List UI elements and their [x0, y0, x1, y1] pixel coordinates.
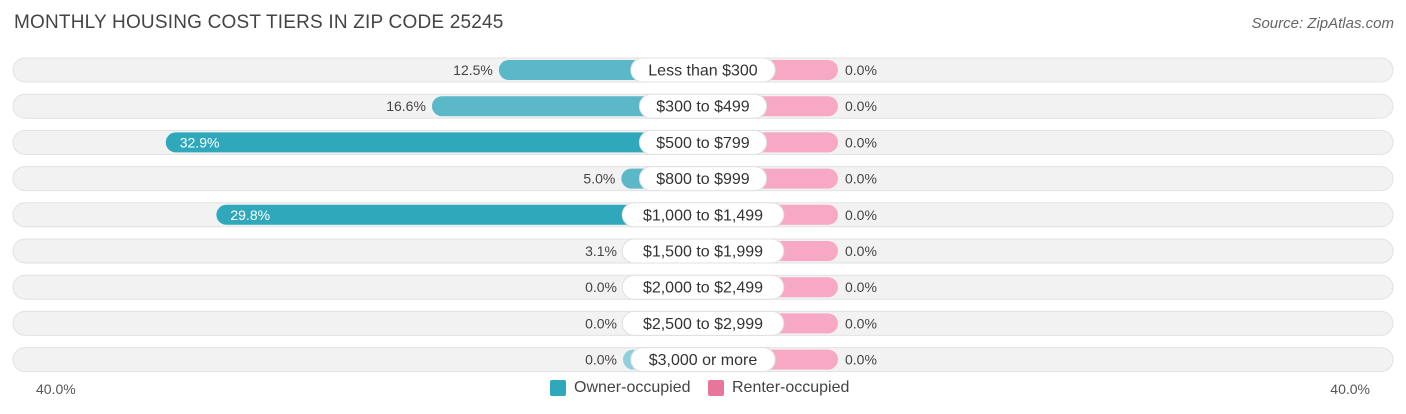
category-pill: [621, 238, 785, 264]
category-pill: [621, 202, 785, 228]
axis-right-label: 40.0%: [1330, 381, 1370, 397]
owner-value-label: 29.8%: [230, 207, 270, 223]
category-label: $3,000 or more: [649, 352, 758, 369]
owner-value-label: 16.6%: [386, 98, 426, 114]
category-pill: [630, 347, 776, 373]
source-note: Source: ZipAtlas.com: [1251, 15, 1394, 32]
category-pill: [621, 274, 785, 300]
category-pill: [638, 93, 768, 119]
owner-value-label: 32.9%: [180, 134, 220, 150]
legend: Owner-occupied Renter-occupied: [0, 379, 1406, 401]
renter-value-label: 0.0%: [845, 315, 877, 331]
legend-renter: Renter-occupied: [708, 379, 849, 397]
category-label: Less than $300: [648, 63, 758, 80]
owner-bar: [165, 132, 704, 153]
owner-value-label: 12.5%: [453, 62, 493, 78]
category-pill: [638, 166, 768, 192]
category-pill: [630, 57, 776, 83]
owner-bar: [216, 204, 703, 225]
legend-owner: Owner-occupied: [550, 379, 691, 397]
owner-value-label: 0.0%: [585, 279, 617, 295]
renter-value-label: 0.0%: [845, 134, 877, 150]
legend-owner-label: Owner-occupied: [574, 379, 691, 396]
renter-value-label: 0.0%: [845, 352, 877, 368]
renter-value-label: 0.0%: [845, 62, 877, 78]
renter-value-label: 0.0%: [845, 243, 877, 259]
renter-value-label: 0.0%: [845, 98, 877, 114]
owner-value-label: 0.0%: [585, 315, 617, 331]
axis-left-label: 40.0%: [36, 381, 76, 397]
category-label: $800 to $999: [656, 171, 750, 188]
category-pill: [638, 129, 768, 155]
legend-owner-swatch: [550, 380, 566, 396]
owner-value-label: 5.0%: [583, 171, 615, 187]
owner-bar: [431, 96, 703, 117]
chart-title: MONTHLY HOUSING COST TIERS IN ZIP CODE 2…: [14, 12, 504, 33]
category-label: $1,500 to $1,999: [643, 244, 763, 261]
category-label: $1,000 to $1,499: [643, 207, 763, 224]
owner-value-label: 3.1%: [585, 243, 617, 259]
legend-renter-label: Renter-occupied: [732, 379, 850, 396]
category-label: $300 to $499: [656, 99, 750, 116]
legend-renter-swatch: [708, 380, 724, 396]
owner-value-label: 0.0%: [585, 352, 617, 368]
category-label: $500 to $799: [656, 135, 750, 152]
renter-value-label: 0.0%: [845, 279, 877, 295]
renter-value-label: 0.0%: [845, 207, 877, 223]
category-label: $2,000 to $2,499: [643, 280, 763, 297]
category-pill: [621, 310, 785, 336]
category-label: $2,500 to $2,999: [643, 316, 763, 333]
diverging-bar-chart: 12.5% 0.0% Less than $300 16.6% 0.0% $300 to …: [12, 57, 1394, 373]
renter-value-label: 0.0%: [845, 171, 877, 187]
